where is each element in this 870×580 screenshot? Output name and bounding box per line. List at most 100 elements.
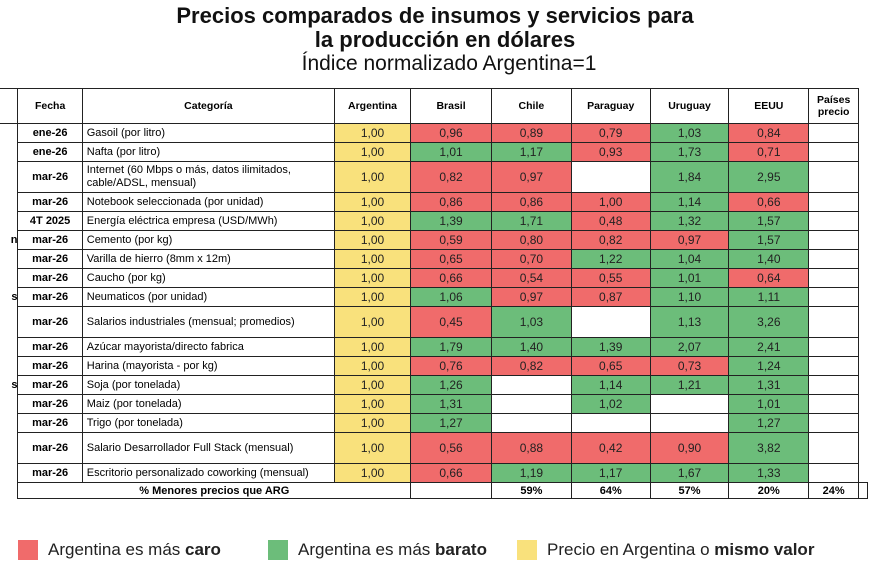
table-row: mar-26 Maiz (por tonelada) 1,00 1,31 1,02 1,0…: [0, 394, 868, 414]
table-row: ene-26 Gasoil (por litro) 1,00 0,96 0,89 0,79…: [0, 123, 868, 143]
value-cell: 1,33: [728, 463, 810, 483]
table-row: mar-26 Harina (mayorista - por kg) 1,00 0,7…: [0, 356, 868, 376]
value-cell: 1,24: [728, 356, 810, 376]
argentina-cell: 1,00: [333, 432, 412, 464]
legend-swatch: [517, 540, 537, 560]
extra-cell: [808, 161, 859, 193]
value-cell: 0,56: [410, 432, 492, 464]
column-header: Argentina: [333, 88, 412, 124]
value-cell: 0,65: [570, 356, 651, 376]
category-cell: Notebook seleccionada (por unidad): [81, 192, 335, 212]
date-cell: mar-26: [17, 413, 83, 433]
category-cell: Cemento (por kg): [81, 230, 335, 250]
value-cell: 1,27: [728, 413, 810, 433]
group-label: [0, 249, 19, 269]
group-label: [0, 123, 19, 143]
extra-cell: [808, 268, 859, 288]
value-cell: 0,97: [490, 161, 572, 193]
value-cell: 0,86: [490, 192, 572, 212]
value-cell: 0,88: [490, 432, 572, 464]
table-row: n mar-26 Cemento (por kg) 1,00 0,59 0,80 0,82 0…: [0, 230, 868, 250]
legend-bold: barato: [435, 540, 487, 559]
value-cell: 1,31: [410, 394, 492, 414]
argentina-cell: 1,00: [333, 211, 412, 231]
argentina-cell: 1,00: [333, 463, 412, 483]
value-cell: [570, 413, 651, 433]
argentina-cell: 1,00: [333, 249, 412, 269]
subtitle: Índice normalizado Argentina=1: [301, 52, 597, 75]
table-row: mar-26 Salario Desarrollador Full Stack (…: [0, 432, 868, 464]
table-row: mar-26 Azúcar mayorista/directo fabrica 1,…: [0, 337, 868, 357]
argentina-cell: 1,00: [333, 230, 412, 250]
date-cell: mar-26: [17, 287, 83, 307]
group-label: [0, 211, 19, 231]
group-label: [0, 356, 19, 376]
group-label: [0, 463, 19, 483]
date-cell: ene-26: [17, 123, 83, 143]
group-label: s: [0, 287, 19, 307]
category-cell: Maiz (por tonelada): [81, 394, 335, 414]
legend-text: Argentina es más: [298, 540, 436, 559]
value-cell: 1,40: [728, 249, 810, 269]
date-cell: mar-26: [17, 268, 83, 288]
value-cell: 1,01: [728, 394, 810, 414]
value-cell: 0,86: [410, 192, 492, 212]
date-cell: mar-26: [17, 337, 83, 357]
table-row: s mar-26 Neumaticos (por unidad) 1,00 1,06 0,…: [0, 287, 868, 307]
category-cell: Azúcar mayorista/directo fabrica: [81, 337, 335, 357]
extra-cell: [808, 249, 859, 269]
value-cell: [570, 161, 651, 193]
table-row: ene-26 Nafta (por litro) 1,00 1,01 1,17 0,93 1…: [0, 142, 868, 162]
table-row: mar-26 Escritorio personalizado coworking…: [0, 463, 868, 483]
value-cell: [570, 306, 651, 338]
value-cell: 0,45: [410, 306, 492, 338]
date-cell: mar-26: [17, 161, 83, 193]
value-cell: 3,26: [728, 306, 810, 338]
value-cell: 0,97: [649, 230, 730, 250]
date-cell: ene-26: [17, 142, 83, 162]
category-cell: Salarios industriales (mensual; promedio…: [81, 306, 335, 338]
value-cell: 0,64: [728, 268, 810, 288]
argentina-cell: 1,00: [333, 123, 412, 143]
footer-argentina: [410, 482, 492, 499]
value-cell: 0,82: [410, 161, 492, 193]
category-cell: Energía eléctrica empresa (USD/MWh): [81, 211, 335, 231]
group-label: [0, 337, 19, 357]
value-cell: 1,17: [490, 142, 572, 162]
group-label: s: [0, 375, 19, 395]
value-cell: [649, 394, 730, 414]
value-cell: 1,26: [410, 375, 492, 395]
extra-cell: [808, 230, 859, 250]
value-cell: 0,73: [649, 356, 730, 376]
table-row: s mar-26 Soja (por tonelada) 1,00 1,26 1,14 1,…: [0, 375, 868, 395]
footer-value: 59%: [490, 482, 572, 499]
value-cell: 1,57: [728, 230, 810, 250]
value-cell: [490, 375, 572, 395]
value-cell: 1,73: [649, 142, 730, 162]
column-header: Fecha: [17, 88, 83, 124]
value-cell: 1,01: [410, 142, 492, 162]
value-cell: 0,54: [490, 268, 572, 288]
date-cell: mar-26: [17, 463, 83, 483]
group-label: [0, 268, 19, 288]
value-cell: 0,66: [728, 192, 810, 212]
value-cell: 3,82: [728, 432, 810, 464]
value-cell: 1,10: [649, 287, 730, 307]
column-header: Paraguay: [570, 88, 651, 124]
value-cell: 1,71: [490, 211, 572, 231]
legend-item: Argentina es más caro: [18, 540, 221, 560]
value-cell: 1,14: [570, 375, 651, 395]
category-cell: Trigo (por tonelada): [81, 413, 335, 433]
legend-bold: caro: [185, 540, 221, 559]
extra-cell: [808, 306, 859, 338]
footer-value: 64%: [570, 482, 651, 499]
value-cell: 0,97: [490, 287, 572, 307]
value-cell: 0,80: [490, 230, 572, 250]
category-cell: Caucho (por kg): [81, 268, 335, 288]
value-cell: 1,14: [649, 192, 730, 212]
date-cell: mar-26: [17, 375, 83, 395]
extra-cell: [808, 375, 859, 395]
column-header: EEUU: [728, 88, 810, 124]
value-cell: 1,03: [649, 123, 730, 143]
extra-cell: [808, 211, 859, 231]
